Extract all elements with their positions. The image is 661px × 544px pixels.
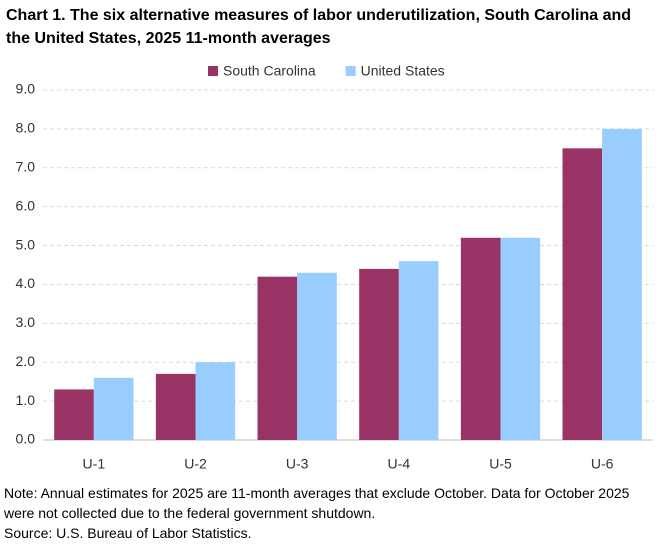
y-tick-label: 1.0 <box>16 392 36 408</box>
y-tick-label: 0.0 <box>16 431 36 447</box>
bar <box>562 148 603 441</box>
y-tick-label: 6.0 <box>16 197 36 213</box>
x-tick-label: U-1 <box>83 456 106 472</box>
x-tick-label: U-4 <box>388 456 411 472</box>
bar <box>359 268 399 440</box>
legend-swatch <box>345 66 356 76</box>
bar <box>398 261 439 440</box>
bar <box>195 362 236 440</box>
legend-label: United States <box>361 63 445 79</box>
y-tick-label: 8.0 <box>16 120 36 136</box>
x-tick-label: U-2 <box>184 456 207 472</box>
y-tick-label: 9.0 <box>16 81 36 97</box>
legend-label: South Carolina <box>223 63 316 79</box>
bar <box>602 128 642 440</box>
source: Source: U.S. Bureau of Labor Statistics. <box>4 525 252 541</box>
x-tick-label: U-6 <box>591 456 614 472</box>
bar <box>297 272 337 440</box>
bar <box>257 276 298 440</box>
bar <box>155 373 196 440</box>
bar <box>460 237 501 440</box>
y-tick-label: 2.0 <box>16 353 36 369</box>
y-tick-label: 3.0 <box>16 314 36 330</box>
chart-title: Chart 1. The six alternative measures of… <box>6 7 632 47</box>
notes: Note: Annual estimates for 2025 are 11-m… <box>4 483 659 543</box>
bar <box>500 237 541 440</box>
x-tick-label: U-5 <box>489 456 512 472</box>
y-tick-label: 4.0 <box>16 275 36 291</box>
bar <box>54 389 94 440</box>
legend-swatch <box>208 66 218 76</box>
bar <box>93 377 134 440</box>
y-tick-label: 5.0 <box>16 236 36 252</box>
y-tick-label: 7.0 <box>16 158 36 174</box>
x-tick-label: U-3 <box>286 456 309 472</box>
note: Note: Annual estimates for 2025 are 11-m… <box>4 485 630 521</box>
